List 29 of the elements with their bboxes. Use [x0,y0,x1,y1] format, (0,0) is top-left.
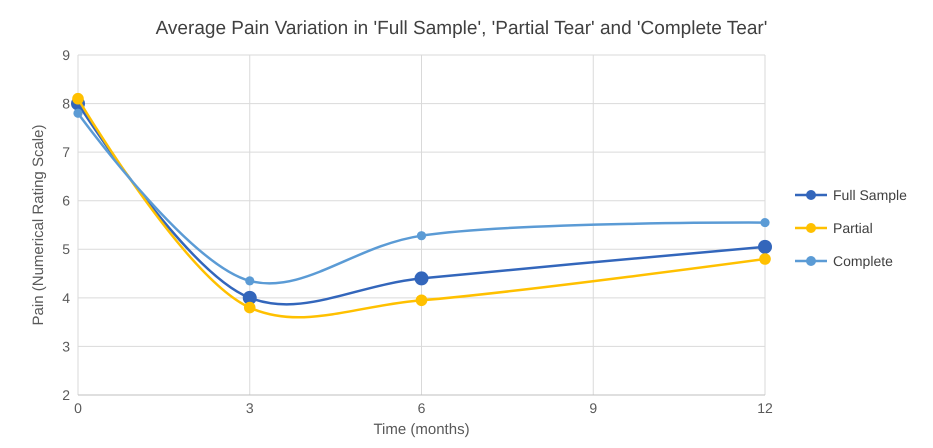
x-tick-label: 6 [418,400,426,416]
x-tick-label: 9 [589,400,598,416]
y-tick-label: 9 [62,46,70,63]
point [416,294,428,306]
x-axis-title: Time (months) [373,421,470,438]
point [72,92,84,105]
y-tick-label: 6 [62,192,70,209]
x-tick-label: 12 [757,400,773,416]
y-axis-title: Pain (Numerical Rating Scale) [30,124,47,326]
y-tick-label: 3 [62,338,70,354]
chart-title: Average Pain Variation in 'Full Sample', 'Partial Tear' and 'Complete Tear' [156,18,768,39]
y-tick-label: 7 [62,144,70,160]
point [759,253,771,265]
point [244,302,256,314]
legend-label: Full Sample [833,186,908,203]
legend-label: Complete [833,252,894,269]
x-tick-label: 3 [246,400,254,416]
y-tick-label: 4 [62,290,70,306]
point [73,108,83,118]
point [760,218,770,228]
y-tick-label: 2 [62,386,70,403]
point [416,231,426,240]
point [758,240,772,254]
point [414,271,428,286]
legend-label: Partial [833,220,873,236]
y-tick-label: 8 [62,95,70,112]
y-tick-label: 5 [62,241,70,258]
x-tick-label: 0 [74,400,82,416]
point [245,276,254,286]
